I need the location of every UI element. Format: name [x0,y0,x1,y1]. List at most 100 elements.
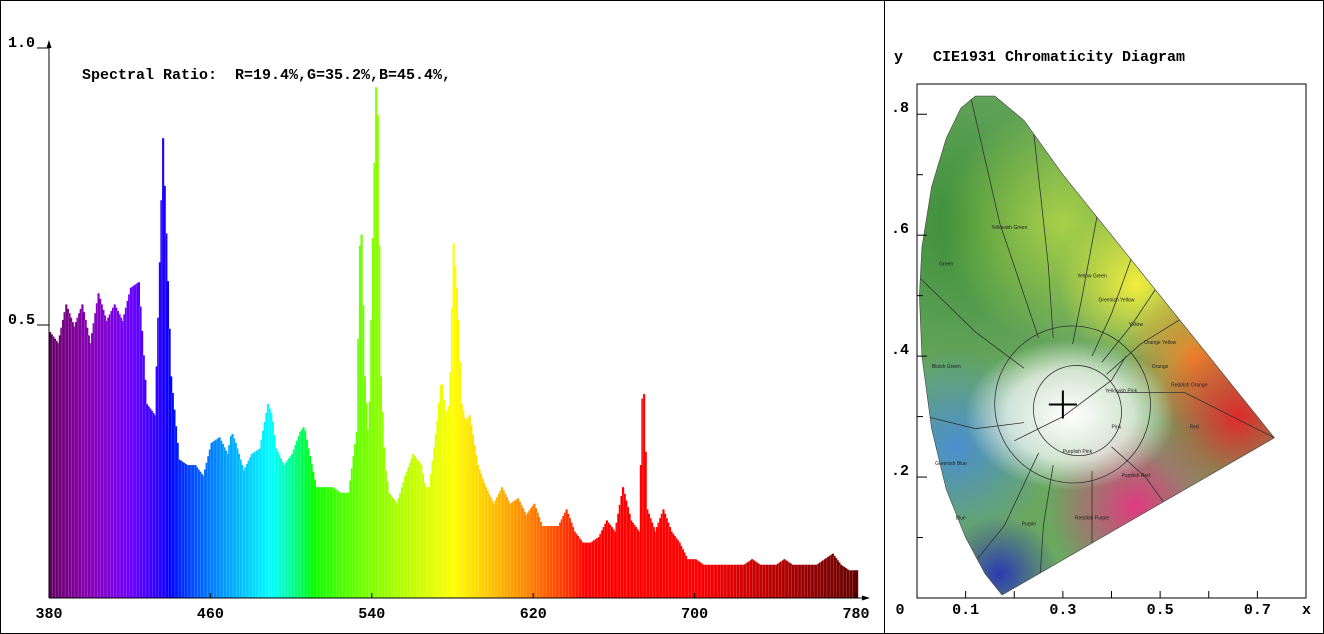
spectrum-bar [605,520,609,598]
spectrum-bar [831,553,834,598]
cie-white-region [965,340,1175,490]
spectrum-bar [654,531,657,598]
spectrum-bar [57,343,60,598]
spectrum-bar [176,442,179,598]
spectrum-bar [536,512,539,598]
spectrum-bar [265,412,268,598]
spectrum-bar [92,323,95,598]
spectrum-bar [568,518,571,598]
spectrum-bar [212,441,215,598]
spectrum-bar [851,570,854,598]
spectrum-bar [786,561,789,598]
spectrum-bar [541,525,544,598]
spectrum-bar [152,412,155,598]
spectrum-bar [94,313,97,598]
spectrum-bar [121,321,124,598]
spectrum-bar [720,564,723,598]
spectrum-bar [610,527,613,598]
spectrum-bar [383,447,386,598]
spectrum-bar [73,326,76,598]
spectrum-bar [715,564,718,598]
spectrum-bar [684,555,688,598]
spectrum-bar [449,371,452,598]
spectrum-bar [416,460,420,598]
spectrum-bar [726,564,730,598]
spectrum-bar [830,554,833,598]
spectrum-bar [528,510,531,598]
spectrum-bar [615,522,618,598]
spectrum-bar [145,404,149,598]
spectrum-bar [129,287,132,598]
spectrum-bar [465,419,468,598]
spectrum-bar [358,245,362,598]
spectrum-bar [79,308,82,598]
spectrum-bar [181,461,184,598]
cie-region-label: Purplish Red [1121,473,1150,479]
spectrum-bar [504,493,507,598]
spectrum-bar [621,487,625,598]
spectrum-bar [81,304,84,598]
spectrum-bar [599,533,602,598]
spectrum-bar [413,456,416,598]
spectrum-bar [105,321,108,598]
spectrum-bar [446,410,449,598]
spectrum-bar [791,564,794,598]
spectrum-bar [571,527,575,598]
spectrum-bar [431,460,434,598]
spectrum-bar [215,439,218,598]
spectrum-bar [350,468,354,598]
cie-x-tick-label: 0.5 [1147,602,1174,619]
spectrum-bar [428,487,431,598]
spectrum-bar [805,564,809,598]
spectrum-bar [136,283,139,598]
spectrum-bar [773,564,776,598]
spectrum-bar [597,537,600,598]
spectrum-bar [71,322,74,598]
spectrum-bar [647,513,650,598]
spectrum-bar [483,482,486,598]
spectrum-bar [324,487,328,598]
cie-region-label: Yellow [1129,322,1144,328]
spectrum-bar [746,562,749,598]
spectrum-bar [170,376,173,598]
spectrum-bar [475,455,478,598]
spectrum-bar [508,503,512,598]
spectrum-bar [142,355,145,598]
spectrum-bar [512,501,515,598]
spectrum-bar [725,564,728,598]
spectrum-bar [636,529,639,598]
spectrum-bar [457,319,460,598]
spectrum-bar [171,393,174,598]
spectrum-bar [213,440,216,598]
spectrum-bar [115,307,118,598]
spectrum-bar [712,564,715,598]
spectrum-bar [258,448,262,598]
spectrum-bar [479,473,483,598]
spectrum-bar [354,443,357,598]
spectrum-bar [229,436,232,598]
spectrum-bar [292,449,295,598]
spectrum-bar [701,563,704,598]
spectrum-bar [625,500,628,598]
spectrum-bar [216,438,220,598]
spectrum-bar [420,465,423,598]
cie-inner-ellipse [994,325,1151,484]
spectrum-bar [360,234,363,598]
spectrum-bar [220,440,223,598]
spectrum-bar [609,524,612,598]
spectrum-bar [825,558,828,598]
spectrum-bar [123,314,126,598]
spectrum-bar [533,503,536,598]
spectrum-bar [562,516,565,598]
spectrum-bar [849,570,852,598]
spectrum-bar [835,558,838,598]
cie-region-boundary [926,416,1025,430]
spectrum-bar [807,564,810,598]
spectrum-bar [613,531,617,598]
spectrum-bar [365,402,368,598]
spectrum-bar [286,460,289,598]
spectrum-bar [838,562,841,598]
spectrum-bar [418,462,421,598]
spectrum-bar [333,488,336,598]
spectrum-bar [839,564,843,598]
